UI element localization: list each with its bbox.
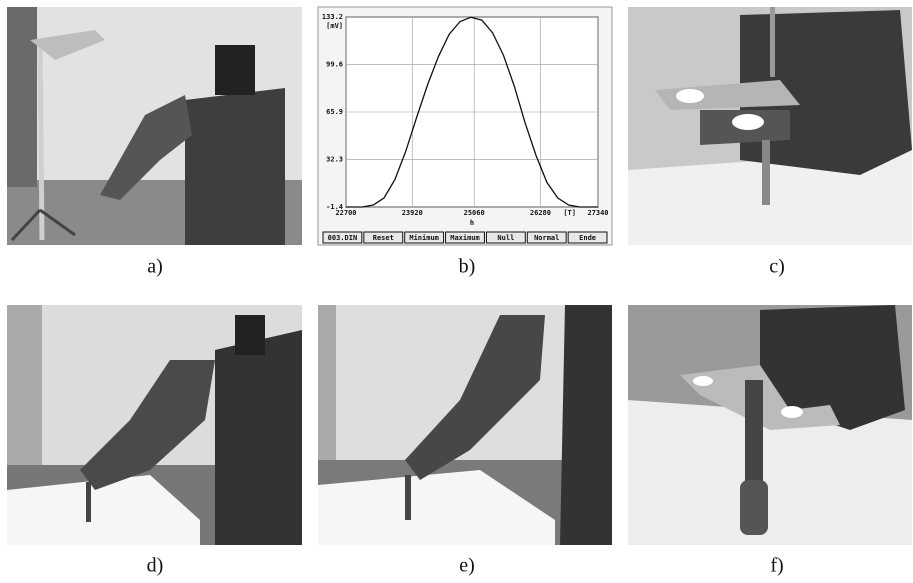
button-label: Normal [534,234,559,242]
button-label: Null [497,234,514,242]
figure: -1.432.365.999.6133.22270023920250602628… [0,0,913,583]
button-label: Ende [579,234,596,242]
photo-f [628,305,912,545]
y-tick-label: 133.2 [322,13,343,21]
photo-a [7,7,302,245]
x-unit: [T] [563,209,576,217]
x-tick-label: 22700 [335,209,356,217]
button-label: Reset [373,234,394,242]
button-label: Maximum [450,234,480,242]
y-tick-label: 65.9 [326,108,343,116]
panel-label: d) [147,555,164,577]
panel-label: b) [459,256,476,278]
x-tick-label: 27340 [587,209,608,217]
button-label: 003.DIN [328,234,358,242]
photo-d [7,305,302,545]
photo-c [628,7,912,245]
button-label: Minimum [409,234,439,242]
panel-label: c) [769,256,785,278]
x-label: h [470,219,474,227]
panel-label: e) [459,555,475,577]
panel-label: f) [770,555,783,577]
x-tick-label: 26280 [530,209,551,217]
panel-label: a) [147,256,163,278]
y-unit: [mV] [326,22,343,30]
y-tick-label: 99.6 [326,60,343,68]
x-tick-label: 25060 [464,209,485,217]
x-tick-label: 23920 [402,209,423,217]
photo-e [318,305,612,545]
y-tick-label: 32.3 [326,155,343,163]
